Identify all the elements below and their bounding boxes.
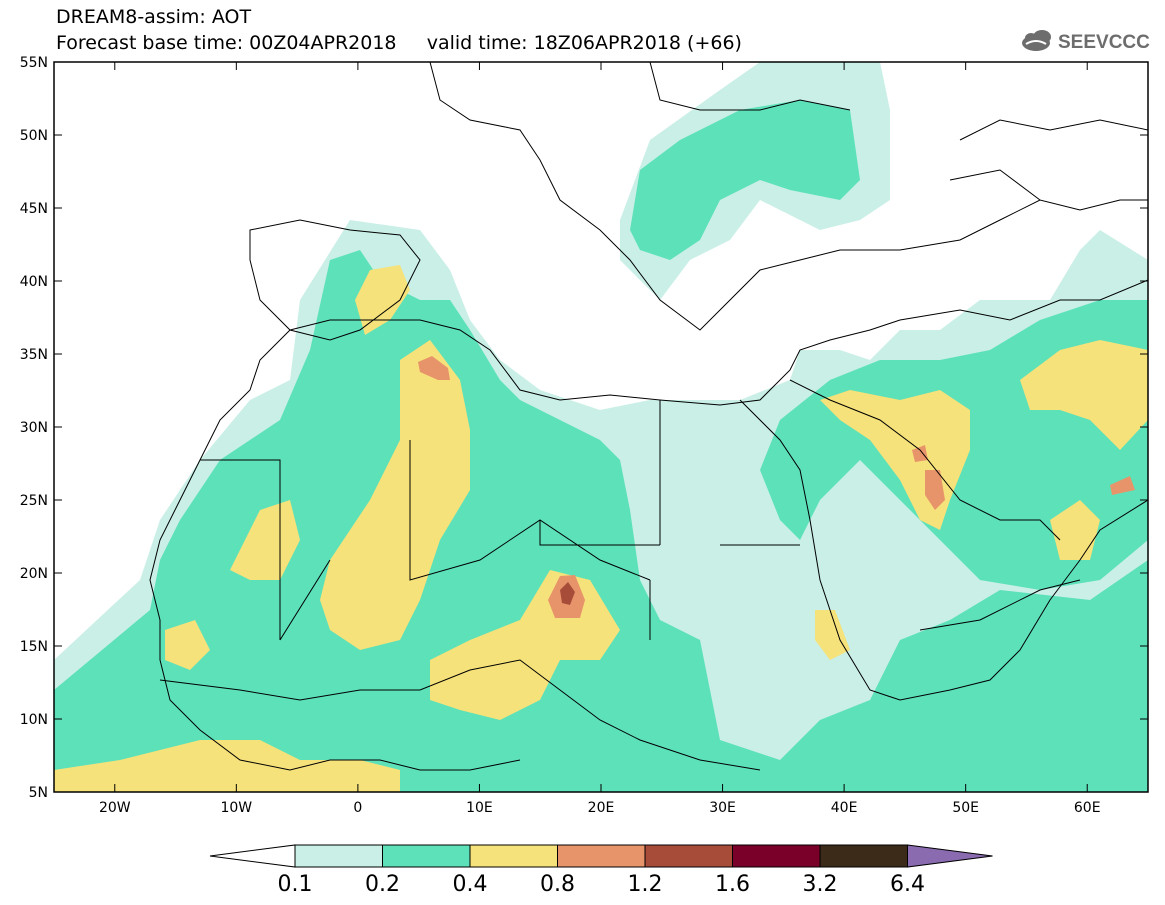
aot-contour-0.2-europe xyxy=(630,100,860,260)
lat-tick-label: 10N xyxy=(20,712,48,728)
colorbar-threshold-label: 0.2 xyxy=(365,872,400,897)
aot-contour-0.4-iberia xyxy=(355,265,410,335)
coastlines-borders xyxy=(149,62,1148,771)
aot-contour-0.8-iraq xyxy=(912,445,928,462)
lon-tick-label: 10W xyxy=(220,800,252,816)
seevccc-logo: SEEVCCC xyxy=(1022,30,1150,53)
colorbar-threshold-label: 3.2 xyxy=(803,872,838,897)
lat-tick-label: 50N xyxy=(20,128,48,144)
map-title: DREAM8-assim: AOT xyxy=(56,6,252,28)
colorbar-under-arrow xyxy=(209,844,296,868)
lon-tick-label: 30E xyxy=(709,800,736,816)
aot-map: 55N 50N 45N 40N 35N 30N 25N 20N 15N 10N 5N 20W 10W 0… xyxy=(20,55,1149,816)
colorbar-threshold-label: 0.1 xyxy=(278,872,313,897)
colorbar-threshold-label: 1.2 xyxy=(628,872,663,897)
colorbar-labels: 0.1 0.2 0.4 0.8 1.2 1.6 3.2 6.4 xyxy=(278,872,926,897)
map-subtitle-times: Forecast base time: 00Z04APR2018 valid t… xyxy=(56,32,742,54)
colorbar-threshold-label: 0.4 xyxy=(453,872,488,897)
colorbar-boxes xyxy=(209,844,993,868)
lat-tick-label: 15N xyxy=(20,639,48,655)
lat-tick-label: 20N xyxy=(20,566,48,582)
aot-contour-0.4-westcoast xyxy=(230,500,300,580)
colorbar-box xyxy=(644,844,733,868)
lat-tick-label: 35N xyxy=(20,347,48,363)
colorbar-box xyxy=(382,844,471,868)
colorbar-box xyxy=(557,844,646,868)
lon-tick-label: 0 xyxy=(353,800,362,816)
colorbar-threshold-label: 0.8 xyxy=(540,872,575,897)
aot-contour-0.4-senegal xyxy=(165,620,210,670)
cloud-icon xyxy=(1022,30,1051,51)
aot-contour-0.4-redsea xyxy=(815,610,850,660)
colorbar-over-arrow xyxy=(907,844,993,868)
lat-tick-label: 40N xyxy=(20,274,48,290)
lon-tick-label: 10E xyxy=(466,800,493,816)
lon-tick-label: 60E xyxy=(1074,800,1101,816)
aot-contour-0.4-sahel xyxy=(54,740,400,792)
aot-contour-0.8-kuwait xyxy=(925,470,945,510)
lat-tick-label: 25N xyxy=(20,493,48,509)
aot-contour-0.4-oman xyxy=(1050,500,1100,560)
lon-tick-label: 20W xyxy=(99,800,131,816)
colorbar-box xyxy=(732,844,821,868)
logo-text: SEEVCCC xyxy=(1058,32,1150,53)
aot-contour-0.2 xyxy=(54,250,1148,792)
colorbar-box xyxy=(469,844,558,868)
aot-shading xyxy=(54,62,1148,792)
aot-contour-1.2-tibesti xyxy=(560,582,575,605)
aot-contour-0.8-algeria xyxy=(418,356,450,380)
lat-tick-label: 30N xyxy=(20,420,48,436)
lon-tick-label: 50E xyxy=(952,800,979,816)
latitude-axis: 55N 50N 45N 40N 35N 30N 25N 20N 15N 10N 5N xyxy=(20,55,1148,801)
lat-tick-label: 55N xyxy=(20,55,48,71)
longitude-axis: 20W 10W 0 10E 20E 30E 40E 50E 60E xyxy=(99,62,1101,816)
lat-tick-label: 45N xyxy=(20,201,48,217)
aot-contour-0.4-west xyxy=(320,340,470,650)
colorbar-threshold-label: 6.4 xyxy=(890,872,925,897)
colorbar-box xyxy=(294,844,383,868)
lon-tick-label: 20E xyxy=(588,800,615,816)
aot-contour-0.4-iran xyxy=(1020,340,1148,450)
colorbar-threshold-label: 1.6 xyxy=(715,872,750,897)
lon-tick-label: 40E xyxy=(831,800,858,816)
aot-contour-0.8-pakistan xyxy=(1110,476,1135,495)
lat-tick-label: 5N xyxy=(29,785,48,801)
colorbar-box xyxy=(819,844,908,868)
